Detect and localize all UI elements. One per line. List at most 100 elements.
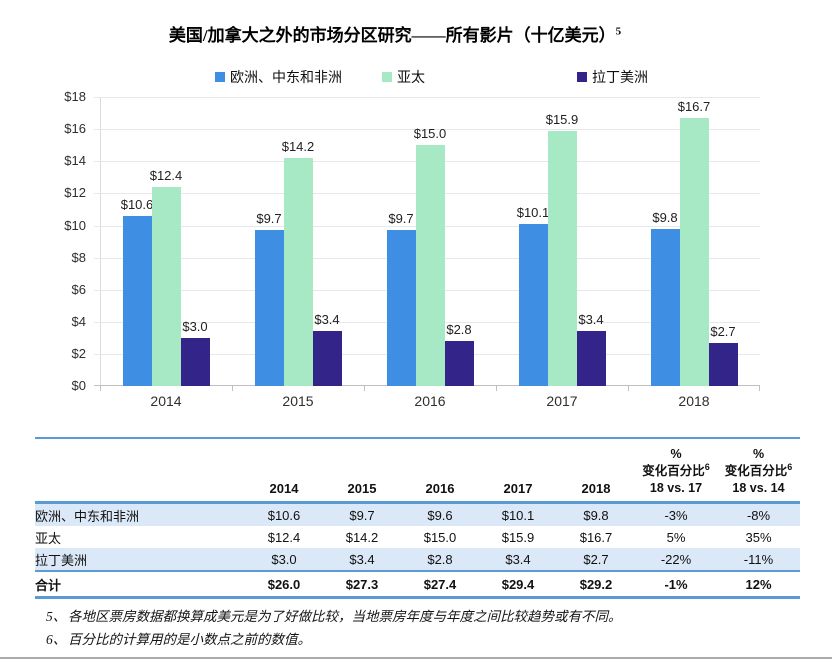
cell: $29.4 [479,570,557,599]
legend-label-apac: 亚太 [397,69,425,85]
row-label: 亚太 [35,530,62,546]
footnotes: 5、 各地区票房数据都换算成美元是为了好做比较，当地票房年度与年度之间比较趋势或… [46,605,622,651]
page-title-text: 美国/加拿大之外的市场分区研究——所有影片（十亿美元） [168,26,616,45]
bar-group-2018: $9.8 $16.7 $2.7 [628,97,760,386]
cell: 35% [745,529,772,545]
x-axis-category-label: 2014 [150,393,182,409]
legend-item-apac: 亚太 [382,67,425,87]
table-header-2014: 2014 [245,437,323,504]
bar-apac-2014: $12.4 [150,168,182,386]
bar-group-2017: $10.1 $15.9 $3.4 [496,97,628,386]
bar-emea-2018: $9.8 [650,210,680,386]
bar-latam-2018: $2.7 [708,324,738,386]
cell: -3% [635,502,717,526]
data-table: 2014 2015 2016 2017 2018 % 变化百分比6 18 vs.… [35,437,800,599]
bar-value-label: $9.7 [256,211,282,227]
legend-item-emea: 欧洲、中东和非洲 [215,67,342,87]
cell: $2.8 [401,548,479,571]
bar-latam-2017: $3.4 [576,312,606,386]
cell: $12.4 [267,529,301,545]
table-header-2016: 2016 [401,437,479,504]
bar-group-2014: $10.6 $12.4 $3.0 [100,97,232,386]
cell: $14.2 [345,529,379,545]
gridline [94,97,760,98]
cell: 12% [717,570,800,599]
bar-value-label: $14.2 [281,139,315,154]
bar-emea-2014: $10.6 [121,197,153,386]
header-footnote-marker: 6 [787,462,793,473]
table-header-row: 2014 2015 2016 2017 2018 % 变化百分比6 18 vs.… [35,437,800,504]
y-axis-tick-label: $6 [71,282,86,297]
table-row-total: 合计 $26.0 $27.3 $27.4 $29.4 $29.2 -1% 12% [35,570,800,599]
cell: $9.6 [401,502,479,526]
bar-value-label: $16.7 [677,98,711,114]
bar-value-label: $3.0 [182,318,208,334]
header-footnote-marker: 6 [704,462,710,473]
bar-apac-2017: $15.9 [546,112,578,386]
x-axis-tick [759,386,760,391]
bar-emea-2017: $10.1 [517,205,549,386]
x-axis-tick [100,386,101,391]
cell: $3.4 [479,548,557,571]
bar-value-label: $2.7 [710,323,736,339]
y-axis-tick-label: $2 [71,346,86,361]
bar-apac-2018: $16.7 [678,99,710,386]
page-title: 美国/加拿大之外的市场分区研究——所有影片（十亿美元）5 [0,21,790,46]
bar-emea-2015: $9.7 [254,211,284,386]
bar-value-label: $12.4 [149,167,183,183]
bar-emea-2016: $9.7 [386,211,416,386]
legend-swatch-emea-icon [215,72,225,82]
footnote-text: 百分比的计算用的是小数点之前的数值。 [68,632,311,647]
footnote-number: 5、 [46,609,67,624]
table-header-empty [35,437,245,504]
table-header-2018: 2018 [557,437,635,504]
row-label: 拉丁美洲 [35,548,245,571]
cell: -22% [635,548,717,571]
table-row-apac: 亚太 $12.4 $14.2 $15.0 $15.9 $16.7 5% 35% [35,526,800,548]
cell: $27.3 [323,570,401,599]
title-footnote-marker: 5 [615,25,622,38]
cell: $9.8 [557,502,635,526]
bar-value-label: $10.1 [516,204,550,220]
bar-latam-2014: $3.0 [180,319,210,386]
y-axis-tick-label: $10 [64,218,86,233]
bar-apac-2015: $14.2 [282,139,314,386]
x-axis-category-label: 2018 [678,393,710,409]
legend-label-latam: 拉丁美洲 [592,69,648,85]
cell: -1% [635,570,717,599]
bar-group-2016: $9.7 $15.0 $2.8 [364,97,496,386]
footnote-number: 6、 [46,632,67,647]
x-axis-tick [628,386,629,391]
y-axis-tick-label: $14 [64,153,86,168]
cell: $10.1 [479,502,557,526]
legend-label-emea: 欧洲、中东和非洲 [230,69,342,85]
cell: $2.7 [557,548,635,571]
bar-value-label: $3.4 [314,312,340,328]
table-header-pct-18v17: % 变化百分比6 18 vs. 17 [635,437,717,504]
y-axis-tick-label: $8 [71,250,86,265]
bar-value-label: $15.0 [413,126,447,142]
cell: $10.6 [245,502,323,526]
legend-swatch-apac-icon [382,72,392,82]
bar-value-label: $15.9 [545,111,579,127]
y-axis-line [100,97,101,386]
cell: $27.4 [401,570,479,599]
cell: $15.9 [501,529,535,545]
cell: -11% [717,548,800,571]
page-bottom-rule [0,657,832,659]
gridline [94,129,760,130]
y-axis-tick-label: $0 [71,378,86,393]
bar-value-label: $9.7 [388,211,414,227]
bar-chart-plot-area: $10.6 $12.4 $3.0 $9.7 $14.2 $3.4 $9.7 $1… [94,97,760,391]
footnote-5: 5、 各地区票房数据都换算成美元是为了好做比较，当地票房年度与年度之间比较趋势或… [46,605,622,628]
x-axis-tick [364,386,365,391]
table-header-2015: 2015 [323,437,401,504]
bar-value-label: $3.4 [578,312,604,328]
bar-group-2015: $9.7 $14.2 $3.4 [232,97,364,386]
table-row-latam: 拉丁美洲 $3.0 $3.4 $2.8 $3.4 $2.7 -22% -11% [35,548,800,571]
row-label: 合计 [35,570,245,599]
cell: $29.2 [557,570,635,599]
cell: $16.7 [579,529,613,545]
x-axis-tick [232,386,233,391]
